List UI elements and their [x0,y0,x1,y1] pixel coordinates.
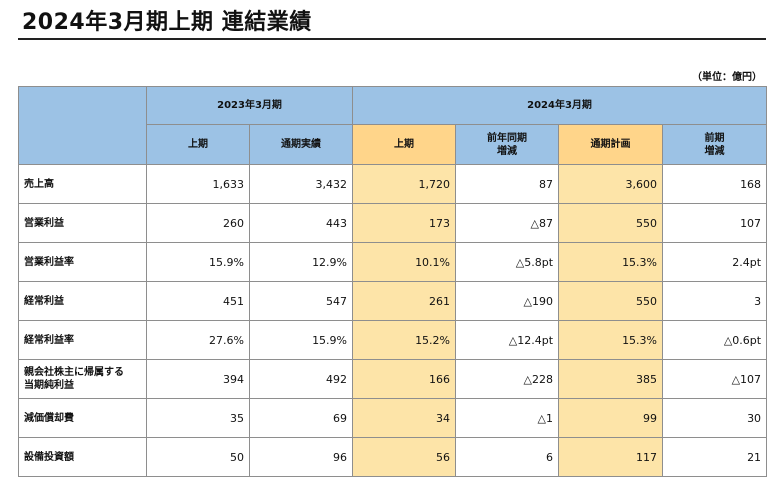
row-label-text: 設備投資額 [24,451,74,463]
table-cell: △228 [455,359,560,399]
table-cell: 1,633 [146,164,250,204]
table-cell: 15.2% [352,320,457,360]
table-row: 設備投資額 50 96 56 6 117 21 [18,437,768,477]
table-row: 親会社株主に帰属する 当期純利益 394 492 166 △228 385 △107 [18,359,768,399]
table-cell: △1 [455,398,560,438]
results-table: 2023年3月期 2024年3月期 上期 通期実績 上期 前年同期 増減 通期計… [18,86,768,477]
table-row: 経常利益率 27.6% 15.9% 15.2% △12.4pt 15.3% △0.6pt [18,320,768,360]
row-label: 営業利益 [18,203,147,243]
table-cell: 15.3% [558,320,664,360]
table-cell: 385 [558,359,664,399]
column-header-highlight: 通期計画 [558,124,664,165]
group-header-fy2024: 2024年3月期 [352,86,768,125]
group-header-fy2023: 2023年3月期 [145,86,354,125]
row-label: 減価償却費 [18,398,147,438]
column-header-label: 上期 [188,139,208,150]
row-label: 設備投資額 [18,437,147,477]
column-header-label: 通期計画 [590,139,631,150]
table-cell: 21 [662,437,768,477]
page-title: 2024年3月期上期 連結業績 [22,10,312,35]
row-label: 経常利益 [18,281,147,321]
table-cell: 550 [558,203,664,243]
table-row: 営業利益 260 443 173 △87 550 107 [18,203,768,243]
table-cell: 12.9% [248,242,354,282]
table-cell: 15.3% [558,242,664,282]
table-cell: 260 [146,203,250,243]
table-cell: 56 [352,437,457,477]
table-cell: 96 [248,437,354,477]
table-cell: 261 [352,281,457,321]
table-row: 減価償却費 35 69 34 △1 99 30 [18,398,768,438]
table-cell: 492 [248,359,354,399]
table-cell: 3 [662,281,768,321]
table-cell: 87 [455,164,560,204]
column-header-label: 前期 増減 [704,132,725,157]
column-header-highlight: 上期 [352,124,457,165]
row-label-text: 営業利益 [24,217,64,229]
table-cell: 50 [146,437,250,477]
row-label-text: 営業利益率 [24,256,74,268]
table-cell: △12.4pt [455,320,560,360]
row-label: 売上高 [18,164,147,204]
row-label: 営業利益率 [18,242,147,282]
item-header-cell [18,86,147,165]
table-cell: 99 [558,398,664,438]
column-header: 前年同期 増減 [455,124,560,165]
title-divider [18,38,766,40]
table-cell: 3,600 [558,164,664,204]
table-cell: △5.8pt [455,242,560,282]
column-header: 上期 [146,124,250,165]
column-header-label: 通期実績 [281,139,321,150]
table-cell: 168 [662,164,768,204]
row-label: 経常利益率 [18,320,147,360]
table-cell: 451 [146,281,250,321]
table-cell: 166 [352,359,457,399]
table-cell: △0.6pt [662,320,768,360]
table-cell: 550 [558,281,664,321]
table-cell: 173 [352,203,457,243]
column-header-label: 上期 [394,139,415,150]
table-cell: △190 [455,281,560,321]
row-label: 親会社株主に帰属する 当期純利益 [18,359,147,399]
table-cell: 30 [662,398,768,438]
column-header: 前期 増減 [662,124,768,165]
table-cell: 1,720 [352,164,457,204]
table-row: 経常利益 451 547 261 △190 550 3 [18,281,768,321]
column-header-label: 前年同期 増減 [487,132,528,157]
table-cell: 15.9% [146,242,250,282]
table-cell: 15.9% [248,320,354,360]
table-cell: 443 [248,203,354,243]
table-body: 売上高 1,633 3,432 1,720 87 3,600 168 営業利益 260 443 17… [18,164,768,477]
table-cell: 27.6% [146,320,250,360]
table-cell: △107 [662,359,768,399]
table-cell: 107 [662,203,768,243]
table-cell: △87 [455,203,560,243]
table-cell: 34 [352,398,457,438]
table-cell: 10.1% [352,242,457,282]
table-cell: 117 [558,437,664,477]
table-cell: 394 [146,359,250,399]
table-cell: 547 [248,281,354,321]
row-label-text: 経常利益 [24,295,64,307]
row-label-text: 経常利益率 [24,334,74,346]
table-cell: 35 [146,398,250,438]
column-header: 通期実績 [248,124,354,165]
table-cell: 69 [248,398,354,438]
row-label-text: 売上高 [24,178,54,190]
unit-note: （単位：億円） [692,72,762,83]
table-cell: 3,432 [248,164,354,204]
table-cell: 6 [455,437,560,477]
row-label-text: 減価償却費 [24,412,74,424]
table-row: 売上高 1,633 3,432 1,720 87 3,600 168 [18,164,768,204]
row-label-text: 親会社株主に帰属する 当期純利益 [24,367,124,391]
table-row: 営業利益率 15.9% 12.9% 10.1% △5.8pt 15.3% 2.4pt [18,242,768,282]
table-cell: 2.4pt [662,242,768,282]
